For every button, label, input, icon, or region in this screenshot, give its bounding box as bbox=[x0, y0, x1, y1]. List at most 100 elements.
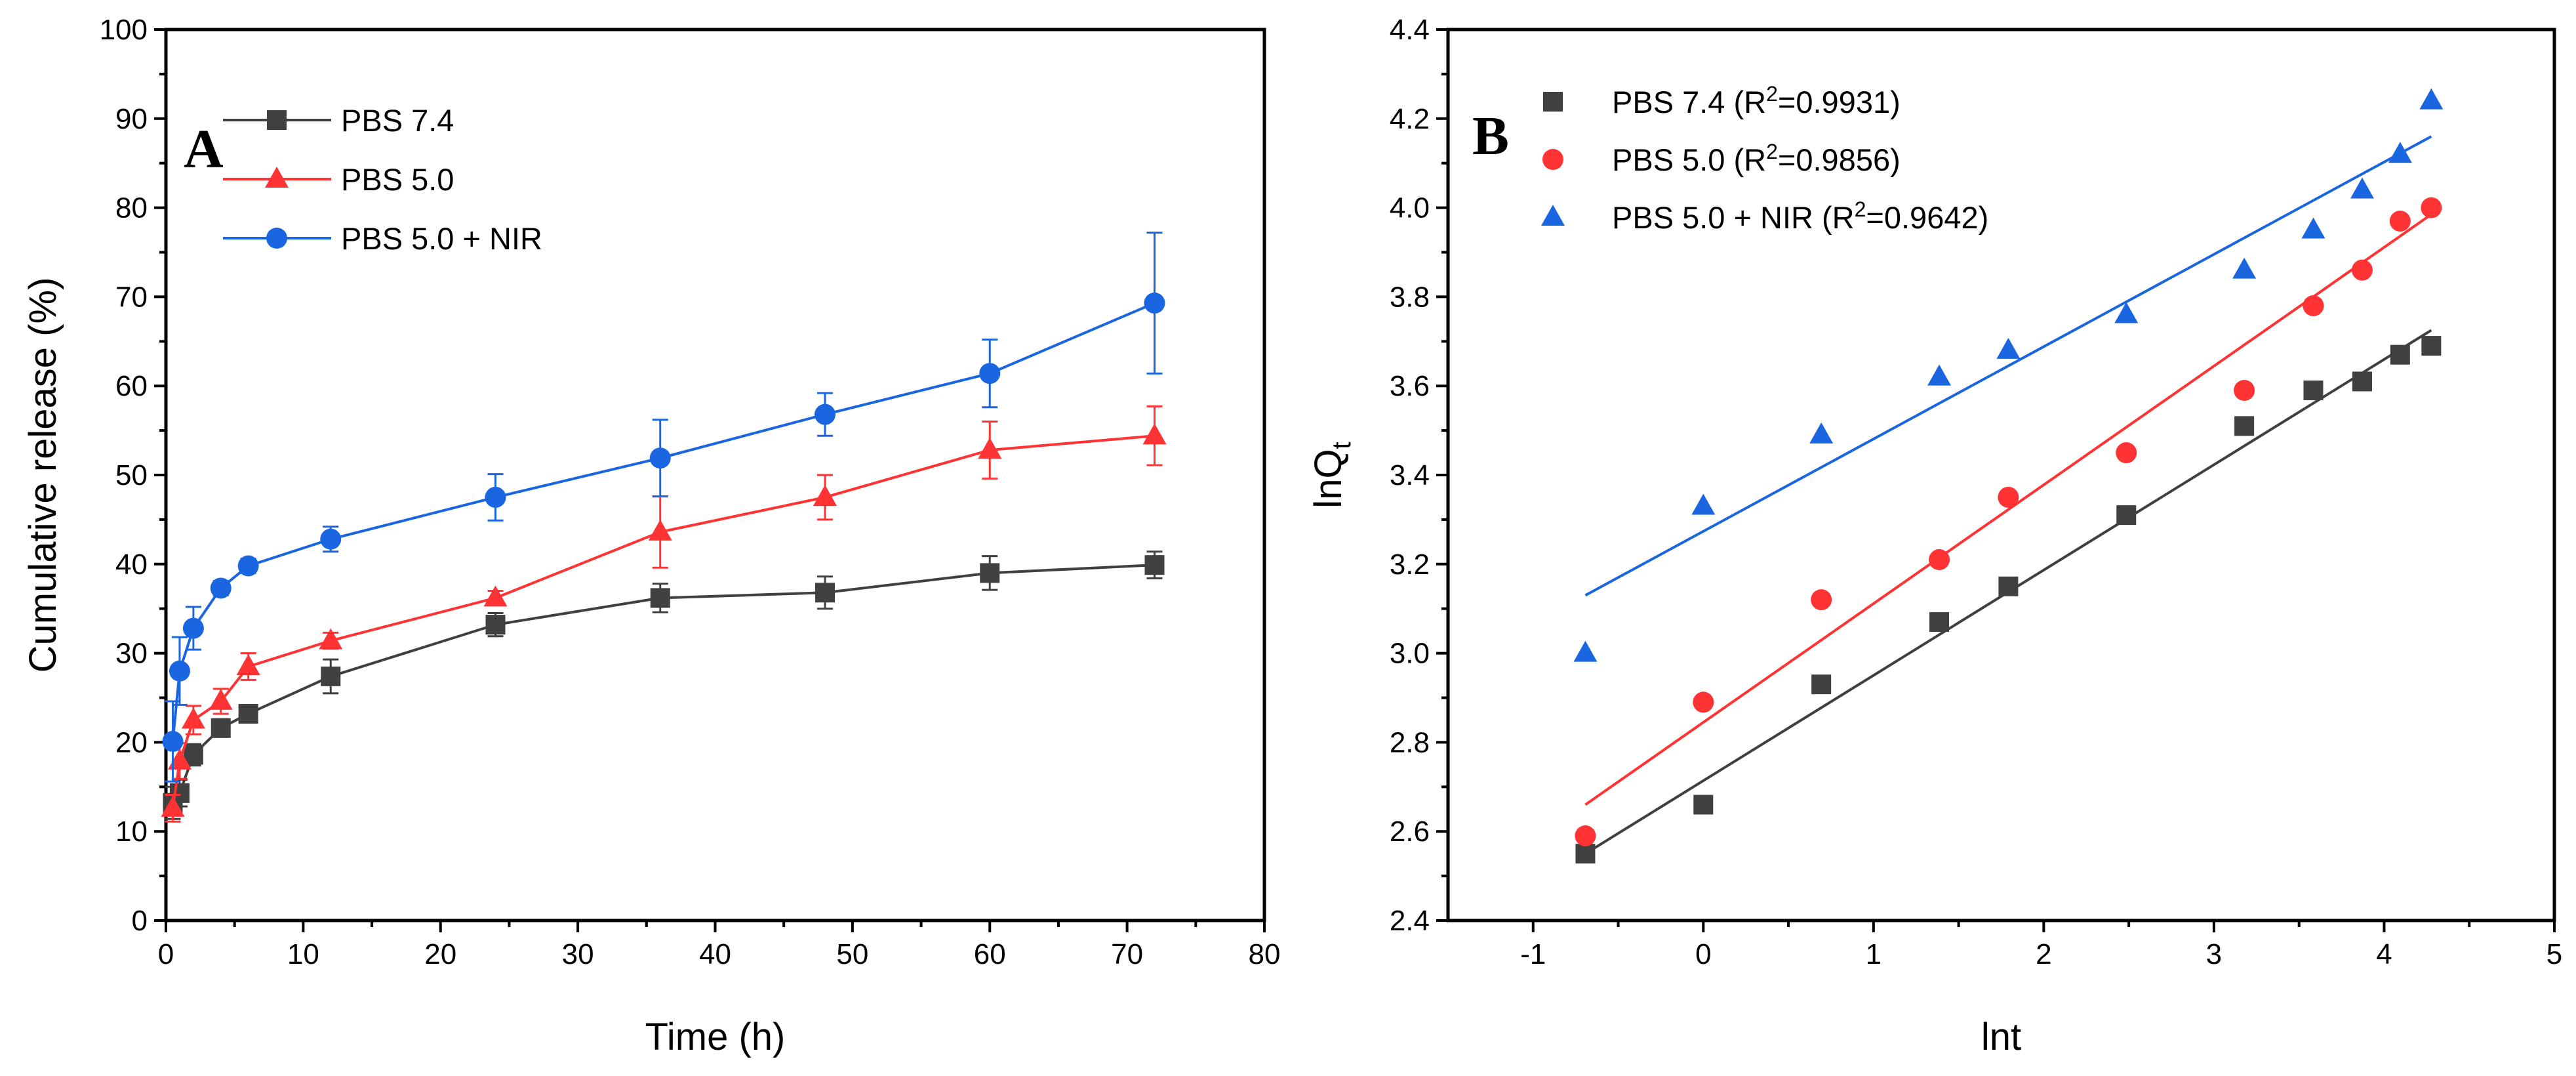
panel-b-series-1 bbox=[1575, 197, 2442, 846]
panel-a-data-point bbox=[169, 660, 190, 682]
panel-b-data-point bbox=[1811, 589, 1832, 611]
panel-a-series-line bbox=[171, 302, 1156, 742]
panel-b-legend-label: PBS 7.4 (R2=0.9931) bbox=[1612, 82, 1901, 119]
panel-b-series-2 bbox=[1573, 88, 2444, 662]
panel-b-legend-label: PBS 5.0 + NIR (R2=0.9642) bbox=[1612, 197, 1988, 235]
b-y-tick-label: 2.8 bbox=[1390, 726, 1430, 758]
panel-b-x-axis-title: lnt bbox=[1981, 1016, 2021, 1058]
panel-b-y-axis-title-main: lnQ bbox=[1307, 449, 1350, 508]
panel-a-legend-marker bbox=[266, 228, 287, 249]
a-x-tick-label: 40 bbox=[699, 938, 731, 970]
panel-b-legend-label: PBS 5.0 (R2=0.9856) bbox=[1612, 140, 1901, 177]
panel-b-data-point bbox=[2388, 142, 2412, 163]
panel-a-legend: PBS 7.4 PBS 5.0 PBS 5.0 + NIR bbox=[223, 103, 542, 256]
panel-b-legend-marker bbox=[1541, 205, 1565, 226]
panel-b-data-point bbox=[2234, 379, 2255, 401]
panel-b-legend: PBS 7.4 (R2=0.9931) PBS 5.0 (R2=0.9856) PB… bbox=[1541, 82, 1988, 235]
a-x-tick-label: 60 bbox=[974, 938, 1006, 970]
b-y-tick-label: 4.2 bbox=[1390, 103, 1430, 135]
panel-a-data-point bbox=[238, 703, 258, 724]
panel-a-data-point bbox=[181, 707, 205, 729]
panel-a-legend-marker bbox=[267, 110, 287, 130]
panel-b-data-point bbox=[2421, 336, 2442, 356]
panel-a-legend-label: PBS 7.4 bbox=[341, 103, 454, 138]
panel-b-data-point bbox=[1573, 640, 1598, 662]
panel-a-data-point bbox=[483, 585, 508, 607]
panel-b-series-0 bbox=[1575, 329, 2442, 864]
panel-a-data-point bbox=[485, 615, 506, 635]
panel-b-data-point bbox=[1998, 576, 2019, 596]
b-y-tick-label: 3.8 bbox=[1390, 281, 1430, 313]
panel-b-series bbox=[1573, 88, 2444, 864]
panel-a-data-point bbox=[321, 666, 341, 686]
panel-b-data-point bbox=[1929, 549, 1950, 571]
panel-a-data-point bbox=[211, 718, 231, 738]
a-y-tick-label: 80 bbox=[115, 192, 148, 224]
panel-a-data-point bbox=[649, 447, 671, 469]
b-y-tick-label: 2.6 bbox=[1390, 816, 1430, 848]
panel-a-x-axis-title: Time (h) bbox=[645, 1016, 786, 1058]
a-y-tick-label: 20 bbox=[115, 726, 148, 758]
a-y-tick-label: 70 bbox=[115, 281, 148, 313]
a-x-tick-label: 50 bbox=[836, 938, 868, 970]
panel-b-data-point bbox=[1693, 795, 1714, 815]
panel-b-data-point bbox=[2352, 371, 2372, 392]
a-x-tick-label: 0 bbox=[158, 938, 174, 970]
panel-b-data-point bbox=[1693, 692, 1714, 713]
panel-a-data-point bbox=[237, 555, 259, 577]
panel-a-legend-item: PBS 5.0 + NIR bbox=[223, 221, 542, 256]
b-x-tick-label: 3 bbox=[2206, 938, 2222, 970]
panel-a-data-point bbox=[182, 617, 204, 639]
panel-b-legend-item: PBS 7.4 (R2=0.9931) bbox=[1543, 82, 1901, 119]
a-x-tick-label: 30 bbox=[562, 938, 594, 970]
panel-b-data-point bbox=[2389, 210, 2411, 232]
panel-a-data-point bbox=[815, 583, 835, 603]
panel-a-data-point bbox=[813, 484, 837, 506]
panel-b-data-point bbox=[2232, 257, 2257, 279]
panel-a-data-point bbox=[319, 628, 343, 650]
panel-b-data-point bbox=[2116, 505, 2137, 526]
a-y-tick-label: 30 bbox=[115, 638, 148, 670]
panel-a-series-0 bbox=[163, 550, 1165, 820]
panel-a-series bbox=[161, 232, 1167, 823]
panel-b-data-point bbox=[1575, 825, 1596, 846]
a-y-tick-label: 60 bbox=[115, 370, 148, 402]
panel-b-data-point bbox=[2116, 442, 2137, 464]
panel-b-data-point bbox=[2350, 177, 2374, 199]
a-x-tick-label: 80 bbox=[1249, 938, 1281, 970]
panel-a-data-point bbox=[320, 528, 342, 550]
a-y-tick-label: 90 bbox=[115, 103, 148, 135]
panel-b-data-point bbox=[2419, 88, 2444, 110]
panel-b-data-point bbox=[2234, 416, 2255, 436]
panel-a-data-point bbox=[1142, 423, 1167, 445]
panel-b-data-point bbox=[1996, 337, 2021, 359]
panel-a-data-point bbox=[209, 688, 233, 710]
b-y-tick-label: 2.4 bbox=[1390, 905, 1430, 937]
panel-b-legend-marker bbox=[1543, 92, 1563, 112]
panel-b-ticks: -1 0 1 2 3 4 5 2.4 2.6 2.8 3.0 3.2 3.4 3.6 3.8 4.0 4.2 4.… bbox=[1390, 14, 2562, 970]
panel-a-legend-label: PBS 5.0 + NIR bbox=[341, 221, 542, 256]
panel-b-legend-marker bbox=[1542, 149, 1563, 170]
b-y-tick-label: 4.4 bbox=[1390, 14, 1430, 46]
a-x-tick-label: 20 bbox=[424, 938, 456, 970]
panel-a-data-point bbox=[1144, 292, 1165, 314]
panel-b-legend-item: PBS 5.0 (R2=0.9856) bbox=[1542, 140, 1901, 177]
b-y-tick-label: 3.4 bbox=[1390, 459, 1430, 491]
a-y-tick-label: 10 bbox=[115, 816, 148, 848]
panel-b-data-point bbox=[2351, 259, 2373, 281]
panel-a-series-line bbox=[171, 434, 1155, 809]
panel-b-data-point bbox=[1927, 364, 1952, 386]
panel-b-label: B bbox=[1472, 106, 1509, 167]
panel-b-data-point bbox=[1811, 674, 1832, 695]
a-y-tick-label: 40 bbox=[115, 548, 148, 581]
panel-a-data-point bbox=[980, 563, 1000, 583]
a-y-tick-label: 0 bbox=[132, 905, 148, 937]
panel-a-data-point bbox=[650, 588, 670, 608]
panel-b-data-point bbox=[1929, 612, 1950, 632]
b-x-tick-label: -1 bbox=[1520, 938, 1546, 970]
panel-b-chart: -1 0 1 2 3 4 5 2.4 2.6 2.8 3.0 3.2 3.4 3.6 3.8 4.0 4.2 4.… bbox=[1307, 14, 2562, 1058]
b-y-tick-label: 3.2 bbox=[1390, 548, 1430, 581]
panel-a-data-point bbox=[210, 577, 231, 599]
panel-a-legend-label: PBS 5.0 bbox=[341, 162, 454, 197]
